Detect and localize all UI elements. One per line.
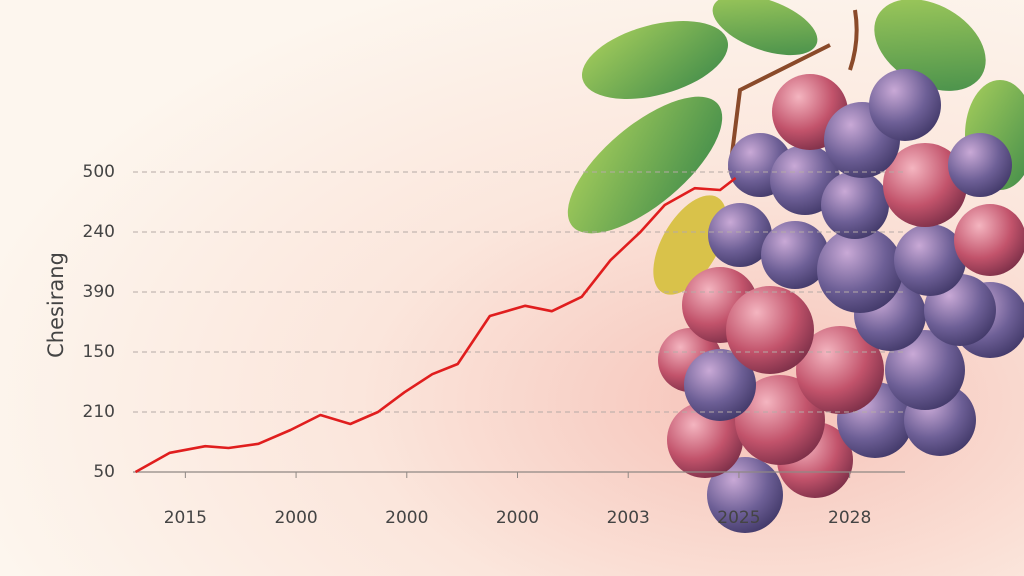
x-tick-label: 2003 bbox=[607, 508, 650, 528]
y-tick-label: 50 bbox=[93, 462, 115, 482]
x-tick-label: 2025 bbox=[717, 508, 760, 528]
y-tick-label: 210 bbox=[83, 402, 115, 422]
x-tick-label: 2000 bbox=[274, 508, 317, 528]
y-tick-label: 500 bbox=[83, 162, 115, 182]
x-tick-label: 2015 bbox=[164, 508, 207, 528]
data-line bbox=[134, 176, 737, 474]
y-tick-label: 150 bbox=[83, 342, 115, 362]
y-tick-label: 240 bbox=[83, 222, 115, 242]
y-axis-label: Chesirang bbox=[44, 252, 68, 358]
grape-illustration bbox=[567, 0, 1024, 533]
x-tick-label: 2028 bbox=[828, 508, 871, 528]
x-tick-label: 2000 bbox=[496, 508, 539, 528]
x-tick-label: 2000 bbox=[385, 508, 428, 528]
plot-area: 50 210 150 390 240 500 2015 2000 2000 2000 2003 202… bbox=[83, 162, 905, 528]
y-tick-label: 390 bbox=[83, 282, 115, 302]
